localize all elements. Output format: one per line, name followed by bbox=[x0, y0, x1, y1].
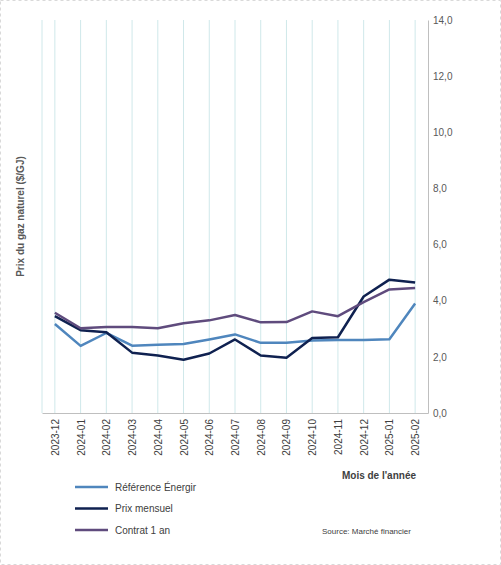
lines bbox=[55, 280, 415, 360]
x-tick: 2025-01 bbox=[384, 413, 395, 456]
y-tick: 2,0 bbox=[428, 352, 447, 363]
grid-line bbox=[183, 20, 184, 413]
y-tick: 10,0 bbox=[428, 127, 453, 138]
legend-label: Référence Énergir bbox=[115, 481, 197, 493]
x-tick-label: 2024-05 bbox=[179, 419, 190, 456]
x-tick-label: 2025-01 bbox=[384, 419, 395, 456]
grid-line bbox=[286, 20, 287, 413]
x-tick-label: 2024-06 bbox=[204, 419, 215, 456]
x-tick: 2024-01 bbox=[76, 413, 87, 456]
y-tick-label: 12,0 bbox=[433, 71, 453, 82]
x-tick-label: 2023-12 bbox=[50, 419, 61, 456]
x-tick-label: 2024-04 bbox=[153, 419, 164, 456]
y-tick-label: 0,0 bbox=[433, 408, 447, 419]
grid-line bbox=[54, 20, 55, 413]
x-tick: 2024-11 bbox=[333, 413, 344, 455]
plot-frame bbox=[42, 20, 43, 413]
legend-label: Prix mensuel bbox=[115, 503, 173, 514]
y-axis: 0,0 2,0 4,0 6,0 8,0 10,0 12,0 14,0 bbox=[428, 15, 453, 419]
grid-line bbox=[132, 20, 133, 413]
chart: 0,0 2,0 4,0 6,0 8,0 10,0 12,0 14,0 2023-12 2024-0… bbox=[0, 0, 501, 565]
x-tick-label: 2024-08 bbox=[256, 419, 267, 456]
x-tick-label: 2024-01 bbox=[76, 419, 87, 456]
x-tick-label: 2024-09 bbox=[281, 419, 292, 456]
legend: Référence Énergir Prix mensuel Contrat 1 a… bbox=[75, 481, 197, 536]
grid-line bbox=[337, 20, 338, 413]
grid-line bbox=[389, 20, 390, 413]
grid-line bbox=[415, 20, 416, 413]
legend-swatch bbox=[75, 507, 108, 510]
page-frame bbox=[1, 1, 501, 565]
legend-swatch bbox=[75, 486, 108, 489]
grid-line bbox=[363, 20, 364, 413]
x-tick: 2024-09 bbox=[281, 413, 292, 456]
y-tick-label: 8,0 bbox=[433, 183, 447, 194]
x-tick: 2024-06 bbox=[204, 413, 215, 456]
x-tick-label: 2024-02 bbox=[101, 419, 112, 456]
y-tick: 0,0 bbox=[428, 408, 447, 419]
x-axis-title: Mois de l'année bbox=[342, 470, 417, 481]
y-tick-label: 14,0 bbox=[433, 15, 453, 26]
x-axis: 2023-12 2024-01 2024-02 2024-03 2024-04 2024-… bbox=[43, 413, 429, 456]
y-tick: 6,0 bbox=[428, 239, 447, 250]
y-tick: 14,0 bbox=[428, 15, 453, 26]
source-note: Source: Marché financier bbox=[322, 527, 411, 536]
x-tick-label: 2024-11 bbox=[333, 419, 344, 455]
y-tick: 8,0 bbox=[428, 183, 447, 194]
x-tick: 2023-12 bbox=[50, 413, 61, 456]
x-tick-label: 2024-10 bbox=[307, 419, 318, 456]
x-tick: 2024-04 bbox=[153, 413, 164, 456]
y-tick-label: 2,0 bbox=[433, 352, 447, 363]
x-tick: 2024-10 bbox=[307, 413, 318, 456]
y-tick-label: 4,0 bbox=[433, 295, 447, 306]
x-tick: 2024-02 bbox=[101, 413, 112, 456]
x-axis-line bbox=[43, 413, 429, 414]
x-tick: 2024-12 bbox=[359, 413, 370, 456]
y-axis-title: Prix du gaz naturel ($/GJ) bbox=[15, 156, 26, 277]
legend-label: Contrat 1 an bbox=[115, 525, 170, 536]
x-tick: 2024-07 bbox=[230, 413, 241, 456]
y-tick: 12,0 bbox=[428, 71, 453, 82]
y-tick-label: 10,0 bbox=[433, 127, 453, 138]
grid-line bbox=[312, 20, 313, 413]
x-tick-label: 2024-07 bbox=[230, 419, 241, 456]
x-tick: 2024-03 bbox=[127, 413, 138, 456]
grid-line bbox=[157, 20, 158, 413]
y-tick-label: 6,0 bbox=[433, 239, 447, 250]
x-tick: 2024-08 bbox=[256, 413, 267, 456]
series-line bbox=[55, 280, 415, 360]
grid-line bbox=[80, 20, 81, 413]
x-tick-label: 2024-12 bbox=[359, 419, 370, 456]
series-line bbox=[55, 288, 415, 328]
y-axis-line bbox=[428, 21, 429, 414]
y-tick: 4,0 bbox=[428, 295, 447, 306]
x-tick-label: 2024-03 bbox=[127, 419, 138, 456]
x-tick: 2025-02 bbox=[410, 413, 421, 456]
legend-swatch bbox=[75, 529, 108, 532]
x-tick: 2024-05 bbox=[179, 413, 190, 456]
grid-line bbox=[106, 20, 107, 413]
x-tick-label: 2025-02 bbox=[410, 419, 421, 456]
grid-line bbox=[235, 20, 236, 413]
grid bbox=[55, 20, 415, 413]
